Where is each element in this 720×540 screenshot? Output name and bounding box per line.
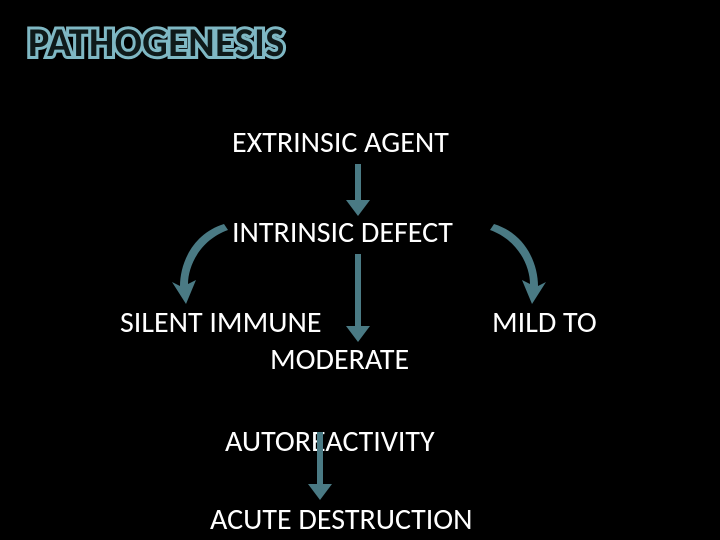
body-line: MILD TO <box>492 308 597 338</box>
body-line: SILENT IMMUNE <box>120 308 322 338</box>
slide-title-fill: PATHOGENESIS <box>28 18 285 67</box>
slide: PATHOGENESIS PATHOGENESIS EXTRINSIC AGEN… <box>0 0 720 540</box>
body-line: EXTRINSIC AGENT <box>232 128 449 158</box>
arrow-extrinsic-to-intrinsic-icon <box>346 164 370 216</box>
arrow-intrinsic-to-moderate-icon <box>346 254 370 342</box>
body-line: INTRINSIC DEFECT <box>232 218 453 248</box>
arrow-intrinsic-to-mild-icon <box>486 224 546 304</box>
body-line: MODERATE <box>270 345 409 375</box>
arrow-auto-to-acute-icon <box>308 432 332 500</box>
slide-title: PATHOGENESIS PATHOGENESIS <box>28 18 285 67</box>
body-line: ACUTE DESTRUCTION <box>210 505 473 535</box>
arrow-intrinsic-to-silent-icon <box>172 224 232 304</box>
